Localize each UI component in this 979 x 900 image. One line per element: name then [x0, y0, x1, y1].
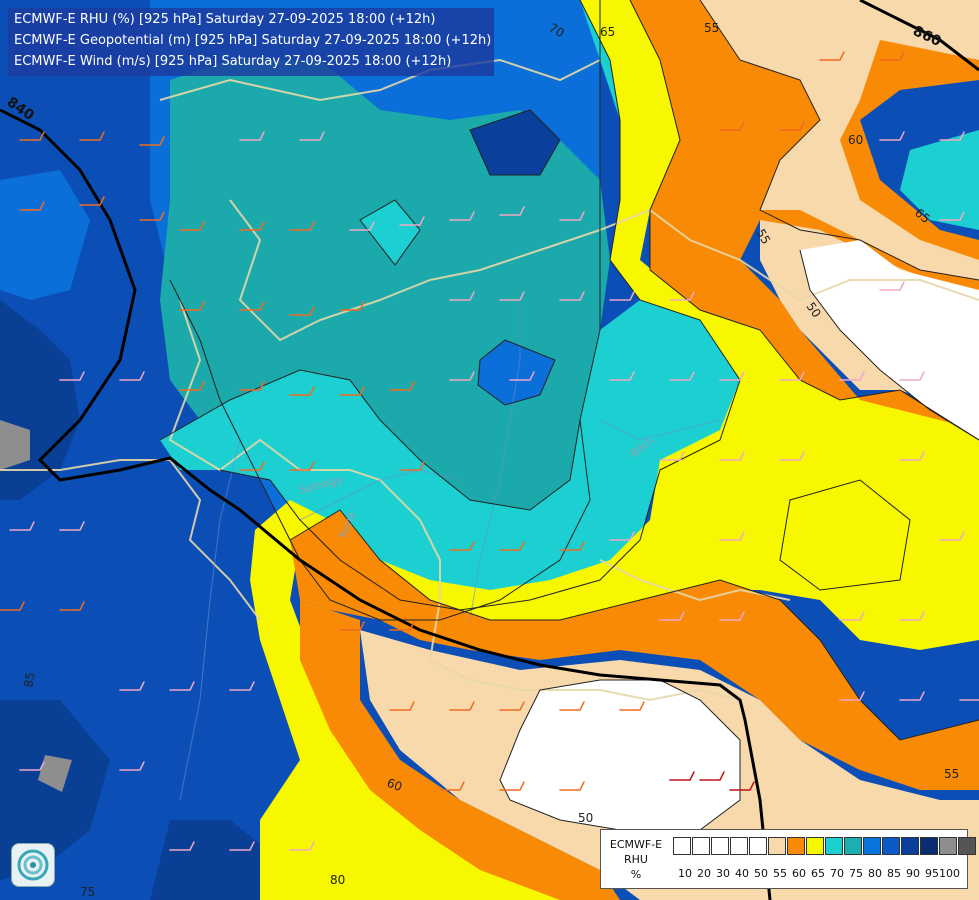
rhu-band-90-s — [150, 820, 280, 900]
rhu-band-50-e — [800, 240, 979, 440]
rhu-band-70 — [160, 300, 740, 610]
legend-tick-label: 50 — [754, 867, 768, 880]
rhu-band-60-sw — [300, 600, 620, 900]
contour-label-50-s: 50 — [578, 811, 593, 825]
title-rhu: ECMWF-E RHU (%) [925 hPa] Saturday 27-09… — [14, 12, 436, 27]
legend-tick-label: 60 — [792, 867, 806, 880]
legend-title-line1: ECMWF-E — [609, 838, 663, 851]
legend-unit: % — [630, 868, 642, 881]
rhu-patch-85-a — [470, 110, 560, 175]
rhu-band-50-s — [500, 680, 740, 830]
legend-title: ECMWF-E RHU % — [601, 837, 671, 882]
rhu-band-80-west — [0, 170, 90, 300]
legend-tick-label: 65 — [811, 867, 825, 880]
rhu-gray-patch — [0, 420, 30, 470]
color-legend: ECMWF-E RHU % 10 20 30 40 50 55 60 65 70 75 80 85 90… — [600, 829, 976, 889]
legend-swatch — [768, 837, 786, 855]
title-geopotential: ECMWF-E Geopotential (m) [925 hPa] Satur… — [14, 33, 492, 48]
legend-swatch — [806, 837, 824, 855]
legend-swatch — [787, 837, 805, 855]
legend-swatch — [692, 837, 710, 855]
rhu-band-60-south — [290, 510, 979, 790]
legend-swatch — [939, 837, 957, 855]
contour-label-75-s: 75 — [80, 885, 95, 899]
legend-tick-label: 95 — [925, 867, 939, 880]
legend-swatch — [730, 837, 748, 855]
legend-tick-label: 30 — [716, 867, 730, 880]
legend-swatch — [673, 837, 691, 855]
rhu-band-60 — [630, 0, 979, 440]
legend-swatch — [749, 837, 767, 855]
legend-tick-label: 20 — [697, 867, 711, 880]
borders — [0, 58, 979, 702]
contour-label-55-n: 55 — [704, 21, 719, 35]
contour-label-60-s: 60 — [385, 776, 404, 794]
rhu-band-90-sw — [0, 700, 110, 880]
rhu-band-55-ne — [700, 0, 979, 280]
legend-tick-label: 75 — [849, 867, 863, 880]
contour-label-70-n: 70 — [547, 20, 567, 40]
wind-barbs — [0, 51, 979, 851]
legend-title-line2: RHU — [624, 853, 648, 866]
swirl-icon — [17, 849, 49, 881]
rivers — [179, 300, 721, 801]
legend-tick-label: 85 — [887, 867, 901, 880]
rhu-patch-70-a — [360, 200, 420, 265]
legend-tick-label: 55 — [773, 867, 787, 880]
contour-label-55-e: 55 — [753, 227, 773, 247]
legend-tick-label: 10 — [678, 867, 692, 880]
legend-tick-label: 80 — [868, 867, 882, 880]
contour-label-60-ne: 60 — [848, 133, 863, 147]
legend-tick-label: 70 — [830, 867, 844, 880]
legend-swatch — [863, 837, 881, 855]
legend-swatch — [844, 837, 862, 855]
legend-swatch — [901, 837, 919, 855]
legend-swatches — [673, 837, 977, 855]
legend-swatch — [882, 837, 900, 855]
legend-swatch — [825, 837, 843, 855]
rhu-band-70-ne — [900, 130, 979, 230]
ecmwf-logo-icon — [11, 843, 55, 887]
contour-label-55-se: 55 — [944, 767, 959, 781]
title-wind: ECMWF-E Wind (m/s) [925 hPa] Saturday 27… — [14, 54, 452, 69]
legend-swatch — [711, 837, 729, 855]
legend-tick-label: 100 — [939, 867, 960, 880]
legend-tick-label: 90 — [906, 867, 920, 880]
rhu-band-65 — [250, 0, 979, 900]
contour-label-65-n: 65 — [600, 25, 615, 39]
rhu-patch-85-b — [478, 340, 555, 405]
contour-label-80-s: 80 — [330, 873, 345, 887]
contour-label-85-w: 85 — [21, 671, 37, 688]
legend-swatch — [920, 837, 938, 855]
rhu-gray-patch-2 — [38, 755, 72, 792]
legend-swatch — [958, 837, 976, 855]
title-box: ECMWF-E RHU (%) [925 hPa] Saturday 27-09… — [8, 8, 494, 76]
legend-tick-label: 40 — [735, 867, 749, 880]
legend-ticks: 10 20 30 40 50 55 60 65 70 75 80 85 90 95 100 — [673, 867, 960, 880]
